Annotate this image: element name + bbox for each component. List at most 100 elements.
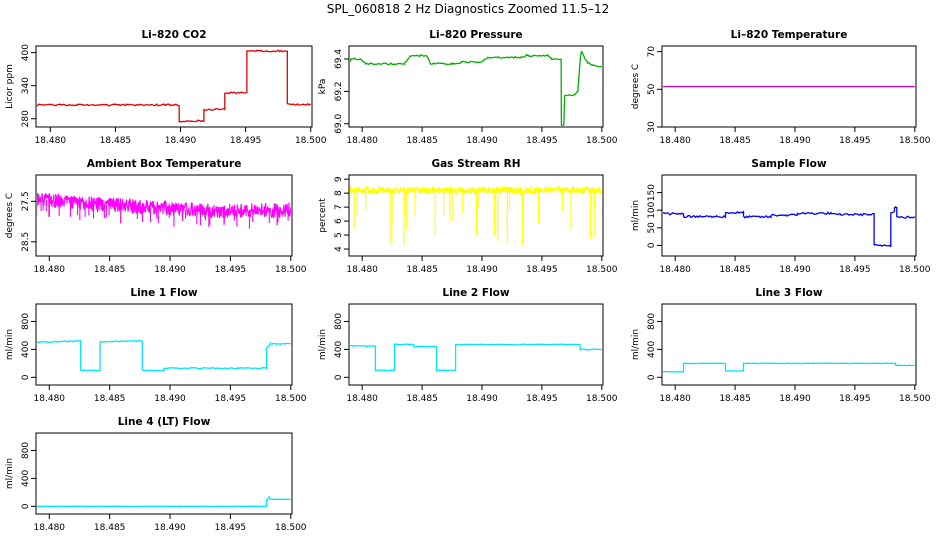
y-tick-label: 0 <box>647 374 657 380</box>
chart-panel: Ambient Box Temperature 18.480 18.485 18.49… <box>5 158 307 275</box>
y-axis-label: degrees C <box>5 193 15 238</box>
x-tick-label: 18.500 <box>275 523 307 533</box>
y-tick-label: 800 <box>21 313 31 330</box>
y-tick-label: 800 <box>21 442 31 459</box>
x-tick-label: 18.490 <box>779 394 811 404</box>
y-axis-label: ml/min <box>5 329 15 360</box>
chart-title: Line 1 Flow <box>130 287 197 299</box>
chart-panel: Line 4 (LT) Flow 18.480 18.485 18.490 18.495… <box>5 416 307 533</box>
y-axis-label: ml/min <box>318 329 328 360</box>
x-tick-label: 18.480 <box>34 523 66 533</box>
y-tick-label: 28.5 <box>21 232 31 252</box>
x-tick-label: 18.490 <box>154 394 186 404</box>
y-tick-label: 800 <box>647 313 657 330</box>
chart-panel: Li–820 Pressure 18.480 18.485 18.490 18.495 1… <box>318 29 618 146</box>
series-line <box>37 193 291 219</box>
chart-title: Li–820 CO2 <box>141 29 206 41</box>
y-tick-label: 800 <box>334 313 344 330</box>
chart-panel: Sample Flow 18.480 18.485 18.490 18.495 18.50… <box>631 158 931 275</box>
x-tick-label: 18.485 <box>719 136 751 146</box>
x-tick-label: 18.495 <box>230 136 262 146</box>
y-tick-label: 69.2 <box>334 81 344 101</box>
x-tick-label: 18.500 <box>899 265 931 275</box>
x-tick-label: 18.495 <box>526 136 558 146</box>
x-tick-label: 18.485 <box>94 394 126 404</box>
y-tick-label: 30 <box>647 121 657 133</box>
y-axis-label: ml/min <box>5 458 15 489</box>
x-tick-label: 18.495 <box>526 265 558 275</box>
y-tick-label: 6 <box>334 218 344 224</box>
series-line <box>663 206 915 248</box>
series-line <box>37 496 291 508</box>
x-tick-label: 18.500 <box>586 265 618 275</box>
y-tick-label: 0 <box>21 374 31 380</box>
chart-title: Line 3 Flow <box>755 287 822 299</box>
series-line <box>37 49 311 123</box>
x-tick-label: 18.480 <box>659 136 691 146</box>
x-tick-label: 18.485 <box>406 394 438 404</box>
y-axis-label: kPa <box>318 79 328 95</box>
x-tick-label: 18.500 <box>275 265 307 275</box>
chart-title: Li–820 Temperature <box>731 29 848 41</box>
y-axis-label: ml/min <box>631 329 641 360</box>
series-line <box>37 339 291 372</box>
y-tick-label: 50 <box>647 222 657 234</box>
plot-frame <box>661 45 917 128</box>
y-tick-label: 4 <box>334 246 344 252</box>
y-tick-label: 100 <box>647 201 657 218</box>
y-tick-label: 50 <box>647 83 657 95</box>
y-tick-label: 9 <box>334 176 344 182</box>
x-tick-label: 18.480 <box>659 394 691 404</box>
y-tick-label: 0 <box>21 503 31 509</box>
plot-frame <box>35 432 293 515</box>
y-tick-label: 340 <box>21 77 31 94</box>
x-tick-label: 18.495 <box>215 394 247 404</box>
y-tick-label: 280 <box>21 110 31 127</box>
y-axis-label: degrees C <box>631 64 641 109</box>
x-tick-label: 18.480 <box>346 136 378 146</box>
y-tick-label: 8 <box>334 190 344 196</box>
x-tick-label: 18.480 <box>34 394 66 404</box>
chart-title: Li–820 Pressure <box>429 29 522 41</box>
y-tick-label: 27.5 <box>21 191 31 211</box>
y-tick-label: 400 <box>334 341 344 358</box>
x-tick-label: 18.500 <box>586 136 618 146</box>
chart-title: Gas Stream RH <box>431 158 520 170</box>
x-tick-label: 18.485 <box>406 136 438 146</box>
x-tick-label: 18.485 <box>406 265 438 275</box>
y-axis-label: percent <box>318 198 328 233</box>
x-tick-label: 18.490 <box>779 136 811 146</box>
x-tick-label: 18.500 <box>899 136 931 146</box>
x-tick-label: 18.490 <box>154 523 186 533</box>
x-tick-label: 18.485 <box>94 523 126 533</box>
series-line <box>350 50 602 126</box>
plot-frame <box>348 45 604 128</box>
chart-panel: Line 3 Flow 18.480 18.485 18.490 18.495 18.50… <box>631 287 931 404</box>
series-line <box>663 362 915 373</box>
y-tick-label: 150 <box>647 184 657 201</box>
series-line <box>350 343 602 372</box>
y-tick-label: 400 <box>21 470 31 487</box>
x-tick-label: 18.490 <box>466 394 498 404</box>
y-tick-label: 400 <box>21 341 31 358</box>
series-line <box>350 185 602 196</box>
y-tick-label: 70 <box>647 46 657 58</box>
chart-panel: Line 2 Flow 18.480 18.485 18.490 18.495 18.50… <box>318 287 618 404</box>
y-tick-label: 0 <box>334 374 344 380</box>
x-tick-label: 18.490 <box>165 136 197 146</box>
x-tick-label: 18.495 <box>215 265 247 275</box>
x-tick-label: 18.500 <box>586 394 618 404</box>
chart-title: Ambient Box Temperature <box>87 158 242 170</box>
plot-frame <box>348 174 604 257</box>
y-tick-label: 7 <box>334 204 344 210</box>
y-tick-label: 69.0 <box>334 113 344 133</box>
plot-frame <box>35 174 293 257</box>
x-tick-label: 18.480 <box>346 265 378 275</box>
chart-title: Sample Flow <box>751 158 826 170</box>
chart-title: Line 4 (LT) Flow <box>118 416 211 428</box>
x-tick-label: 18.500 <box>899 394 931 404</box>
x-tick-label: 18.490 <box>466 136 498 146</box>
x-tick-label: 18.495 <box>215 523 247 533</box>
